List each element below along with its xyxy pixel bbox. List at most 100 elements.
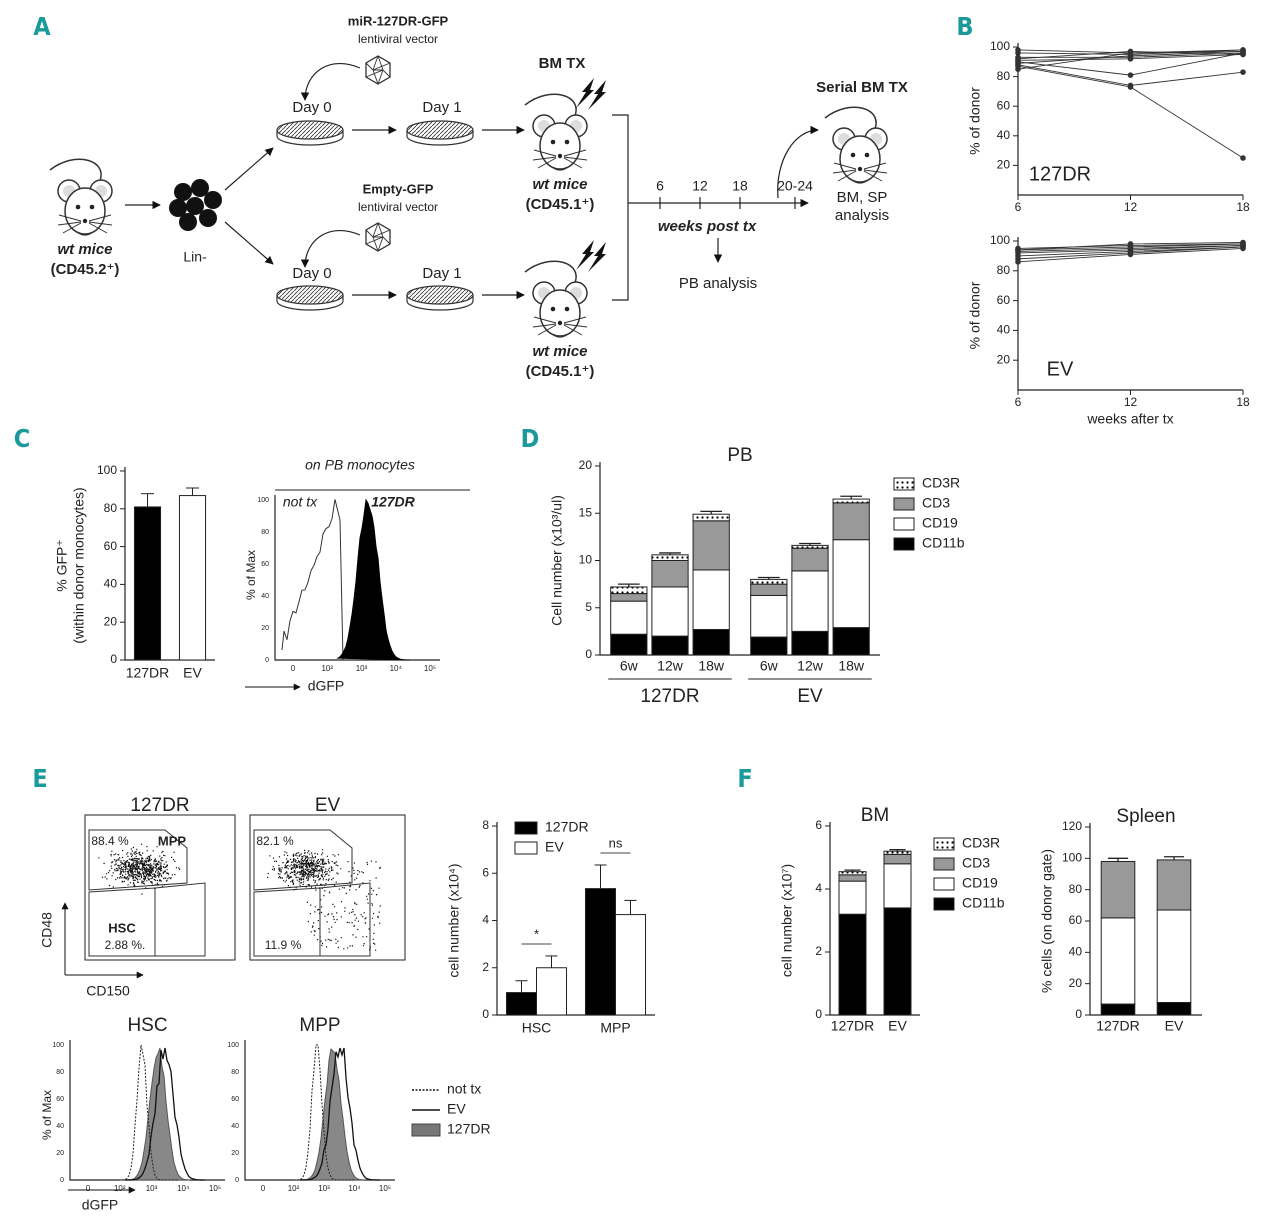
bar-segment — [832, 498, 870, 504]
ev-curve — [299, 1047, 381, 1181]
legend-swatch — [893, 537, 915, 551]
not-tx-curve — [290, 1044, 354, 1181]
treated-curve — [294, 1048, 366, 1181]
flow-x-tick: 10² — [288, 1184, 300, 1193]
bar-segment — [610, 633, 648, 656]
schematic-art — [49, 55, 888, 338]
legend-label: CD3R — [922, 475, 960, 491]
legend-swatch — [411, 1123, 441, 1137]
flow-y-label: % of Max — [244, 550, 258, 600]
gate-frame — [249, 814, 406, 961]
y-axis-label: % of donor — [967, 87, 983, 155]
legend-swatch — [893, 497, 915, 511]
y-tick-label: 6 — [815, 818, 822, 832]
y-tick-label: 0 — [110, 652, 117, 666]
flow-x-tick: 10⁵ — [209, 1184, 221, 1193]
legend-label: CD19 — [962, 875, 998, 891]
y-tick-label: 60 — [104, 539, 118, 553]
x-tick-label: 127DR — [1096, 1018, 1140, 1034]
legend-label: 127DR — [447, 1121, 491, 1137]
panel-label: E — [32, 764, 47, 793]
bar-segment — [791, 630, 829, 656]
serial-readout: BM, SP — [837, 189, 888, 206]
y-axis-label: % GFP⁺ — [54, 539, 70, 592]
timeline-label: weeks post tx — [658, 218, 757, 235]
y-tick-label: 100 — [1062, 851, 1082, 865]
bar-segment — [838, 871, 867, 876]
group-label: 127DR — [640, 686, 699, 707]
bar-segment — [651, 635, 689, 656]
flow-y-tick: 80 — [231, 1069, 239, 1076]
flow-y-tick: 60 — [56, 1096, 64, 1103]
x-tick-label: 18 — [1236, 395, 1250, 409]
flow-y-tick: 80 — [261, 529, 269, 536]
y-tick-label: 0 — [815, 1007, 822, 1021]
recipient-label: wt mice — [532, 176, 587, 193]
bar-segment — [838, 913, 867, 1016]
bar-segment — [791, 547, 829, 572]
bar-segment — [692, 513, 730, 522]
y-axis-label: cell number (x10⁴) — [446, 863, 462, 977]
serial-readout: analysis — [835, 207, 889, 224]
irradiation — [576, 240, 606, 272]
data-point — [1127, 241, 1134, 247]
bar-segment — [651, 586, 689, 637]
x-tick-label: 6w — [760, 658, 779, 674]
gate-name: MPP — [158, 833, 187, 848]
y-tick-label: 80 — [104, 501, 118, 515]
panel-label: B — [956, 12, 973, 41]
bar — [505, 992, 538, 1016]
x-tick-label: 12w — [797, 658, 824, 674]
bracket — [612, 114, 629, 301]
y-tick-label: 40 — [997, 128, 1011, 142]
flow-x-tick: 10⁴ — [177, 1184, 190, 1193]
bar-segment — [883, 850, 912, 855]
legend-label: CD3R — [962, 835, 1000, 851]
gate-percent: 2.88 %. — [105, 938, 146, 952]
bar-segment — [883, 907, 912, 1016]
panel-label: D — [521, 424, 540, 453]
significance-label: ns — [609, 835, 623, 850]
flow-y-tick: 100 — [227, 1042, 239, 1049]
gate-percent: 82.1 % — [256, 834, 294, 848]
bar-segment — [1100, 917, 1136, 1005]
y-tick-label: 4 — [815, 881, 822, 895]
bar-segment — [838, 880, 867, 915]
legend-swatch — [933, 897, 955, 911]
gate — [88, 829, 206, 957]
flow-x-tick: 10³ — [318, 1184, 330, 1193]
not-tx-curve — [281, 499, 344, 661]
y-tick-label: 0 — [1075, 1007, 1082, 1021]
bar-segment — [651, 554, 689, 562]
donor-label: wt mice — [57, 241, 112, 258]
ev-curve — [124, 1047, 206, 1181]
y-tick-label: 40 — [1069, 945, 1083, 959]
irradiation — [576, 78, 606, 110]
day-label: Day 0 — [292, 99, 331, 116]
data-point — [1240, 155, 1246, 161]
legend-label: CD3 — [962, 855, 990, 871]
flow-x-tick: 10⁵ — [379, 1184, 391, 1193]
serial-title: Serial BM TX — [816, 79, 908, 96]
data-point — [1127, 84, 1134, 90]
legend-label: EV — [545, 839, 564, 855]
panel-label: C — [14, 424, 31, 453]
y-tick-label: 60 — [997, 98, 1011, 112]
y-tick-label: 0 — [482, 1007, 489, 1021]
flow-y-tick: 0 — [60, 1177, 64, 1184]
flow-y-tick: 40 — [56, 1123, 64, 1130]
legend-swatch — [933, 877, 955, 891]
data-point — [1127, 251, 1134, 258]
bar — [584, 888, 616, 1016]
timeline-tick: 12 — [692, 178, 708, 194]
legend-swatch — [893, 477, 915, 491]
population-x-label: dGFP — [82, 1197, 119, 1213]
y-tick-label: 2 — [482, 960, 489, 974]
cell-label: Lin- — [183, 249, 207, 265]
x-tick-label: EV — [183, 665, 202, 681]
flow-x-tick: 0 — [261, 1184, 266, 1193]
flow-title: on PB monocytes — [305, 457, 415, 473]
panel-label: F — [737, 764, 752, 793]
gate-y-label: CD48 — [39, 912, 55, 948]
flow-x-tick: 10⁵ — [424, 664, 436, 673]
